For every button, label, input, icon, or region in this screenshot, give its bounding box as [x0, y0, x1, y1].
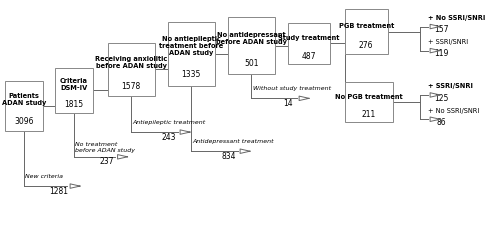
- Text: 501: 501: [244, 59, 258, 68]
- Text: + SSRI/SNRI: + SSRI/SNRI: [428, 39, 469, 45]
- Text: 125: 125: [434, 94, 448, 103]
- Bar: [5, 81, 43, 130]
- Text: No treatment
before ADAN study: No treatment before ADAN study: [75, 142, 135, 153]
- Text: PGB treatment: PGB treatment: [338, 23, 394, 29]
- Text: 1815: 1815: [64, 100, 84, 109]
- Text: No antiepileptic
treatment before
ADAN study: No antiepileptic treatment before ADAN s…: [159, 36, 224, 56]
- Text: 119: 119: [434, 50, 448, 58]
- Text: Patients
ADAN study: Patients ADAN study: [2, 93, 46, 106]
- Bar: [345, 82, 393, 122]
- Text: 487: 487: [302, 52, 316, 61]
- Text: Study treatment: Study treatment: [278, 35, 340, 41]
- Bar: [228, 17, 275, 74]
- Text: 834: 834: [222, 152, 236, 161]
- Text: + No SSRI/SNRI: + No SSRI/SNRI: [428, 108, 480, 114]
- Bar: [345, 9, 388, 54]
- Text: No PGB treatment: No PGB treatment: [335, 94, 402, 100]
- Text: 243: 243: [162, 133, 176, 142]
- Text: 276: 276: [359, 41, 374, 50]
- Text: Antiepileptic treatment: Antiepileptic treatment: [133, 120, 206, 125]
- Text: + No SSRI/SNRI: + No SSRI/SNRI: [428, 15, 486, 21]
- Bar: [168, 22, 215, 86]
- Text: Criteria
DSM-IV: Criteria DSM-IV: [60, 78, 88, 91]
- Text: 86: 86: [436, 118, 446, 127]
- Text: 1578: 1578: [122, 82, 141, 91]
- Text: 1335: 1335: [182, 70, 201, 79]
- Text: + SSRI/SNRI: + SSRI/SNRI: [428, 83, 474, 89]
- Bar: [55, 68, 92, 112]
- Text: 211: 211: [362, 110, 376, 119]
- Text: 1281: 1281: [50, 187, 68, 196]
- Text: Receiving anxiolitic
before ADAN study: Receiving anxiolitic before ADAN study: [95, 56, 168, 69]
- Bar: [288, 22, 330, 64]
- Text: 157: 157: [434, 25, 449, 34]
- Text: New criteria: New criteria: [25, 174, 63, 179]
- Text: 237: 237: [99, 158, 114, 166]
- Text: 3096: 3096: [14, 117, 34, 126]
- Text: No antidepressant
before ADAN study: No antidepressant before ADAN study: [216, 32, 287, 45]
- Text: 14: 14: [283, 99, 293, 108]
- Text: Antidepressant treatment: Antidepressant treatment: [193, 139, 274, 144]
- Text: Without study treatment: Without study treatment: [253, 86, 331, 91]
- Bar: [108, 43, 155, 96]
